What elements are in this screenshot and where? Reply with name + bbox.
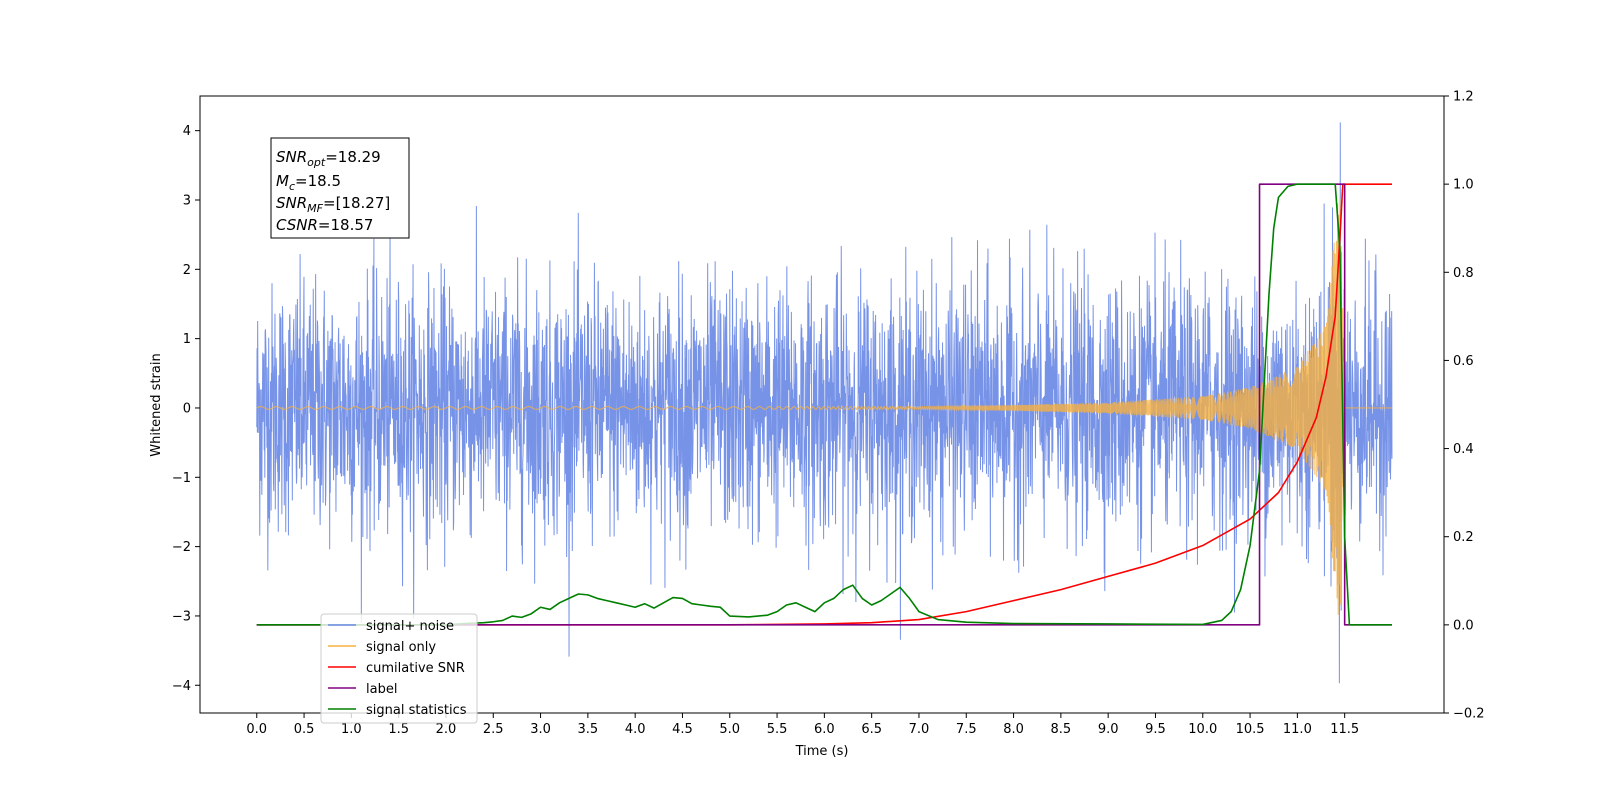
- annotation-csnr: CSNR=18.57: [276, 216, 373, 234]
- x-tick-label: 5.5: [767, 722, 788, 737]
- y2-tick-label: 0.8: [1453, 266, 1474, 281]
- legend-label-cumulative-snr: cumilative SNR: [366, 661, 465, 676]
- series-group: [256, 122, 1393, 684]
- y-tick-label: −3: [172, 609, 191, 624]
- y-tick-label: −1: [172, 471, 191, 486]
- x-tick-label: 2.5: [483, 722, 504, 737]
- y2-tick-label: −0.2: [1453, 707, 1485, 722]
- x-tick-label: 9.5: [1145, 722, 1166, 737]
- x-tick-label: 8.5: [1051, 722, 1072, 737]
- x-tick-label: 3.0: [530, 722, 551, 737]
- y-tick-label: −2: [172, 540, 191, 555]
- x-tick-label: 4.5: [672, 722, 693, 737]
- annotation-snr-mf: SNRMF=[18.27]: [276, 194, 390, 215]
- legend-frame: [320, 613, 478, 724]
- y2-tick-label: 0.2: [1453, 530, 1474, 545]
- y-tick-label: −4: [172, 679, 191, 694]
- series-signal-noise: [256, 122, 1393, 684]
- series-signal-only: [256, 198, 1392, 615]
- x-tick-label: 0.5: [294, 722, 315, 737]
- x-tick-label: 2.0: [436, 722, 457, 737]
- series-cumulative-snr: [256, 183, 1392, 626]
- legend-label-signal-noise: signal+ noise: [366, 619, 454, 634]
- x-axis: 0.0 0.5 1.0 1.5 2.0 2.5 3.0 3.5 4.0 4.5 5.0 5.5 6.0 6…: [246, 713, 1359, 737]
- y-tick-label: 4: [183, 124, 191, 139]
- x-tick-label: 1.0: [341, 722, 362, 737]
- y-axis-left: −4 −3 −2 −1 0 1 2 3 4: [172, 124, 200, 694]
- x-tick-label: 4.0: [625, 722, 646, 737]
- x-tick-label: 10.0: [1188, 722, 1217, 737]
- y-tick-label: 1: [183, 332, 191, 347]
- legend-label-signal-statistics: signal statistics: [366, 703, 467, 718]
- series-signal-statistics: [256, 183, 1392, 626]
- y-axis-label: Whitened strain: [149, 353, 164, 456]
- y-tick-label: 3: [183, 193, 191, 208]
- x-tick-label: 3.5: [578, 722, 599, 737]
- x-tick-label: 8.0: [1003, 722, 1024, 737]
- y2-tick-label: 0.0: [1453, 618, 1474, 633]
- x-tick-label: 6.5: [861, 722, 882, 737]
- x-tick-label: 1.5: [388, 722, 409, 737]
- x-tick-label: 7.0: [909, 722, 930, 737]
- y2-tick-label: 1.0: [1453, 178, 1474, 193]
- y2-tick-label: 1.2: [1453, 90, 1474, 105]
- plot-area: [199, 95, 1445, 714]
- x-tick-label: 11.5: [1330, 722, 1359, 737]
- annotation-mc: Mc=18.5: [276, 172, 341, 193]
- annotation-box: SNRopt=18.29 Mc=18.5 SNRMF=[18.27] CSNR=…: [270, 137, 410, 239]
- y2-tick-label: 0.6: [1453, 354, 1474, 369]
- x-tick-label: 6.0: [814, 722, 835, 737]
- annotation-snr-opt: SNRopt=18.29: [276, 148, 381, 169]
- x-tick-label: 0.0: [246, 722, 267, 737]
- axes-frame: [199, 95, 1445, 714]
- x-tick-label: 10.5: [1236, 722, 1265, 737]
- legend: signal+ noise signal only cumilative SNR la…: [320, 613, 478, 724]
- x-tick-label: 5.0: [719, 722, 740, 737]
- y-tick-label: 2: [183, 263, 191, 278]
- x-tick-label: 9.0: [1098, 722, 1119, 737]
- y-tick-label: 0: [183, 401, 191, 416]
- x-tick-label: 7.5: [956, 722, 977, 737]
- annotation-frame: [270, 137, 410, 239]
- y-axis-right: −0.2 0.0 0.2 0.4 0.6 0.8 1.0 1.2: [1444, 90, 1485, 722]
- x-tick-label: 11.0: [1283, 722, 1312, 737]
- legend-label-label: label: [366, 682, 397, 697]
- legend-label-signal-only: signal only: [366, 640, 436, 655]
- x-axis-label: Time (s): [795, 744, 849, 759]
- y2-tick-label: 0.4: [1453, 442, 1474, 457]
